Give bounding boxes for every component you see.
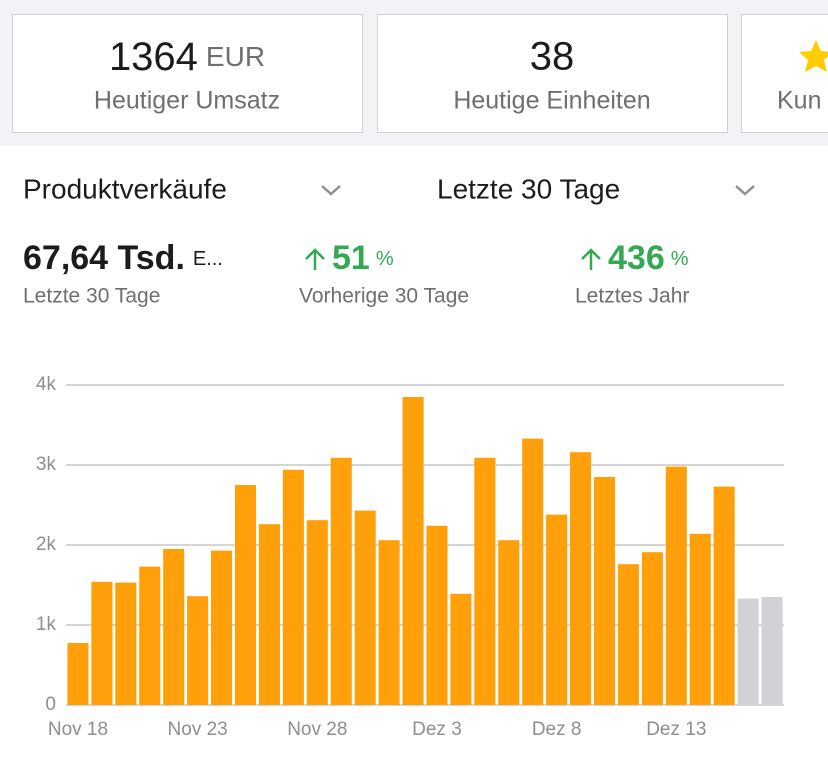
bar — [306, 520, 328, 705]
bar — [689, 533, 711, 705]
chart: 0 1k 2k 3k 4k Nov 18 Nov 23 Nov 28 Dez 3 Dez 8 Dez… — [36, 374, 784, 740]
stat-label: Letztes Jahr — [575, 285, 689, 308]
bar — [402, 397, 424, 705]
bar — [761, 597, 783, 705]
bar — [67, 643, 89, 705]
bar — [522, 438, 544, 705]
stat-value-line: 67,64 Tsd. E... — [23, 239, 223, 277]
bar — [546, 514, 568, 705]
chevron[interactable] — [321, 185, 341, 196]
selector[interactable]: Letzte 30 Tage — [437, 173, 620, 204]
card[interactable] — [12, 14, 363, 133]
bar — [378, 540, 400, 705]
bar — [617, 564, 639, 705]
stat-label: Letzte 30 Tage — [23, 285, 160, 308]
bar — [737, 598, 759, 705]
stat-unit: % — [376, 248, 394, 270]
y-tick-label: 4k — [36, 374, 57, 395]
bar — [91, 581, 113, 705]
bar — [258, 524, 280, 705]
bar — [570, 452, 592, 705]
y-tick-label: 1k — [36, 614, 57, 635]
stat-value-line: 436% — [608, 239, 689, 277]
card-value: 38 — [530, 35, 575, 79]
star-icon — [799, 40, 828, 72]
stat-value: 436 — [608, 239, 665, 277]
bar — [163, 549, 185, 705]
card-unit: EUR — [206, 41, 265, 72]
bar — [211, 550, 233, 705]
card-label: Kun — [777, 87, 821, 115]
x-tick-label: Nov 28 — [287, 719, 347, 740]
x-tick-label: Dez 8 — [532, 719, 582, 740]
bar — [187, 596, 209, 705]
stat-unit: E... — [193, 248, 223, 270]
y-tick-label: 3k — [36, 454, 57, 475]
stat-value: 67,64 Tsd. — [23, 239, 185, 277]
card-label: Heutige Einheiten — [453, 87, 650, 115]
bar — [498, 540, 520, 705]
bar — [474, 457, 496, 705]
bar — [330, 457, 352, 705]
x-tick-label: Dez 13 — [646, 719, 706, 740]
stat-value-line: 51% — [332, 239, 394, 277]
y-tick-label: 0 — [45, 694, 56, 715]
bar — [593, 477, 616, 705]
bar — [234, 485, 257, 705]
stat-label: Vorherige 30 Tage — [299, 285, 469, 308]
stat-value: 51 — [332, 239, 370, 277]
stat-unit: % — [671, 248, 689, 270]
chevron[interactable] — [735, 185, 755, 196]
card-value: 1364 — [109, 35, 198, 79]
bar — [282, 469, 304, 705]
selector[interactable]: Produktverkäufe — [23, 173, 227, 204]
card-label: Heutiger Umsatz — [94, 87, 280, 115]
up-arrow — [305, 248, 325, 270]
bar — [641, 552, 663, 705]
card[interactable] — [377, 14, 728, 133]
x-tick-label: Nov 18 — [48, 719, 108, 740]
x-tick-label: Dez 3 — [412, 719, 462, 740]
up-arrow — [581, 248, 601, 270]
bar — [354, 510, 376, 705]
bar — [665, 466, 687, 705]
y-tick-label: 2k — [36, 534, 57, 555]
bar — [450, 593, 472, 705]
card[interactable] — [741, 14, 828, 133]
bar — [115, 582, 137, 705]
card-value-line: 1364 EUR — [109, 35, 265, 79]
bar — [713, 486, 735, 705]
bar — [139, 566, 161, 705]
x-tick-label: Nov 23 — [168, 719, 228, 740]
bar — [426, 525, 448, 705]
